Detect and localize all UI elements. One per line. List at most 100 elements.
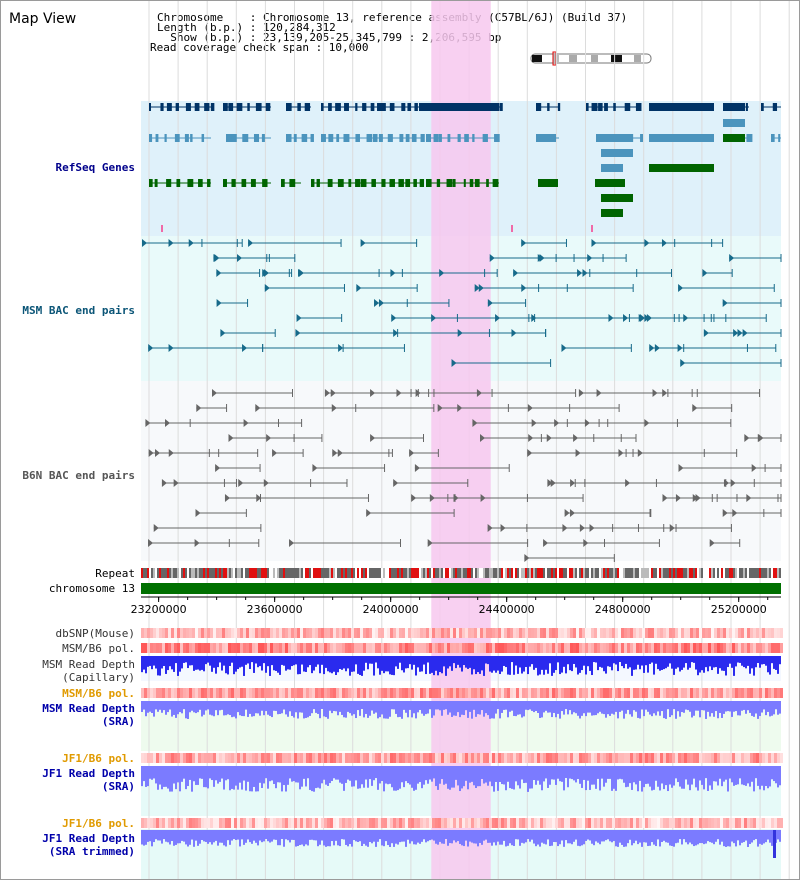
refseq-genes-track[interactable] [149,103,781,232]
msm-sra-depth-bar [451,701,453,717]
msm-capillary-depth-bar [387,656,389,672]
msm-capillary-depth-bar [717,656,719,674]
b6n-bac-pair-end [751,464,757,472]
jf1-sra-depth-bar [753,766,755,792]
jf1-sra-depth-bar [635,766,637,785]
msm-sra-depth-bar [473,701,475,710]
jf1-sra-depth-bar [693,766,695,779]
msm-b6-pol-sra-cell [231,688,234,698]
dbsnp-cell [429,628,432,638]
gene-exon [149,103,152,111]
gene-exon [184,134,189,142]
jf1-sra-depth-bar [151,766,153,780]
dbsnp-cell [246,628,249,638]
msm-sra-depth-bar [489,701,491,719]
b6n-bac-end-pairs-track[interactable] [145,389,782,562]
jf1-sra-trim-depth-bar [251,830,253,844]
msm-capillary-depth-bar [177,656,179,676]
jf1-b6-pol-cell [597,753,600,763]
repeat-element [415,568,417,578]
jf1-sra-trim-depth-bar [385,830,387,842]
msm-b6-pol-sra-cell [711,688,714,698]
dbsnp-cell [168,628,171,638]
msm-sra-depth-bar [425,701,427,715]
position-axis: 23200000 23600000 24000000 24400000 24800000… [131,596,781,616]
jf1-sra-trim-depth-bar [615,830,617,847]
b6n-bac-pair-end [366,509,372,517]
msm-b6-pol-cell [315,643,318,653]
jf1-sra-trim-depth-bar [315,830,317,841]
jf1-b6-pol-2-cell [234,818,237,828]
jf1-sra-trim-depth-bar [493,830,495,843]
gene-exon [419,179,425,187]
repeat-element [211,568,213,578]
chromosome-bar[interactable] [141,583,781,594]
msm-capillary-depth-bar [371,656,373,664]
msm-b6-pol-cell [747,643,750,653]
jf1-sra-depth-bar [775,766,777,784]
dbsnp-cell [231,628,234,638]
gene-exon [457,134,461,142]
gene-block [595,179,625,187]
msm-sra-depth-bar [351,701,353,716]
msm-sra-depth-bar [767,701,769,712]
msm-capillary-depth-bar [627,656,629,669]
repeat-element [349,568,351,578]
jf1-sra-depth-bar [567,766,569,788]
jf1-sra-trim-depth-bar [275,830,277,840]
repeat-element [657,568,659,578]
jf1-b6-pol-cell [675,753,678,763]
dbsnp-cell [690,628,693,638]
label-b6n-bac: B6N BAC end pairs [22,469,135,482]
jf1-sra-trim-depth-bar [191,830,193,840]
msm-capillary-depth-bar [775,656,777,670]
dbsnp-cell [696,628,699,638]
msm-b6-pol-cell [216,643,219,653]
msm-bac-end-pairs-track[interactable] [141,239,782,367]
repeat-element [157,568,159,578]
axis-tick-label: 24400000 [479,603,535,616]
msm-capillary-depth-bar [555,656,557,671]
jf1-sra-depth-bar [359,766,361,789]
repeat-track[interactable] [141,568,781,578]
jf1-b6-pol-cell [600,753,603,763]
gene-exon [640,134,644,142]
msm-b6-pol-sra-cell [462,688,465,698]
gene-exon [557,103,561,111]
jf1-sra-trim-depth-bar [453,830,455,841]
read-depth-tracks[interactable] [141,656,781,858]
jf1-sra-depth-bar [463,766,465,787]
msm-b6-pol-cell [468,643,471,653]
msm-b6-pol-sra-cell [246,688,249,698]
jf1-b6-pol-2-cell [759,818,762,828]
msm-b6-pol-sra-cell [780,688,783,698]
label-dbsnp: dbSNP(Mouse) [55,627,135,640]
jf1-sra-depth-bar [507,766,509,782]
msm-sra-depth-bar [623,701,625,719]
msm-b6-pol-sra-cell [609,688,612,698]
jf1-b6-pol-cell [306,753,309,763]
jf1-sra-trim-depth-bar [239,830,241,847]
jf1-sra-depth-bar [149,766,151,779]
polymorphism-heatmaps[interactable] [141,628,783,828]
jf1-b6-pol-2-cell [546,818,549,828]
msm-b6-pol-sra-cell [267,688,270,698]
repeat-element [311,568,313,578]
msm-sra-depth-bar [571,701,573,715]
msm-b6-pol-sra-cell [678,688,681,698]
msm-capillary-depth-bar [381,656,383,671]
jf1-sra-depth-bar [483,766,485,784]
jf1-sra-trim-depth-bar [743,830,745,843]
repeat-element [741,568,743,578]
gene-exon [185,103,191,111]
msm-b6-pol-cell [300,643,303,653]
msm-sra-depth-bar [521,701,523,718]
jf1-sra-depth-bar [299,766,301,790]
chromosome-ideogram[interactable] [530,51,652,66]
msm-b6-pol-cell [567,643,570,653]
gene-exon [613,103,616,111]
msm-sra-depth-bar [331,701,333,714]
repeat-element [485,568,487,578]
msm-capillary-depth-bar [725,656,727,676]
